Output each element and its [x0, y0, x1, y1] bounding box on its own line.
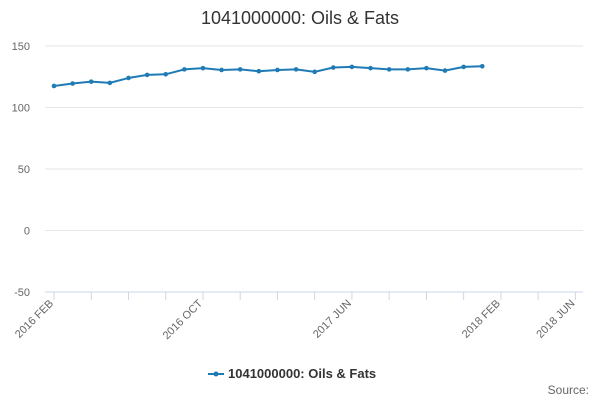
y-tick-label: 100 — [12, 103, 30, 115]
data-point[interactable] — [51, 83, 57, 89]
x-axis: 2016 FEB 2016 OCT 2017 JUN 2018 FEB 2018 JUN — [13, 291, 583, 342]
y-tick-label: 50 — [18, 164, 30, 176]
data-point[interactable] — [144, 72, 150, 78]
y-tick-label: 150 — [12, 41, 30, 53]
data-point[interactable] — [368, 65, 373, 71]
source-label: Source: — [548, 383, 589, 397]
data-point[interactable] — [70, 81, 75, 86]
data-point[interactable] — [349, 64, 355, 70]
data-point[interactable] — [163, 71, 169, 77]
chart-title: 1041000000: Oils & Fats — [201, 8, 399, 28]
data-point[interactable] — [256, 68, 262, 74]
data-point[interactable] — [88, 79, 94, 84]
data-point[interactable] — [275, 67, 280, 73]
data-point[interactable] — [386, 67, 392, 72]
data-point[interactable] — [479, 63, 485, 69]
y-tick-label: 0 — [24, 226, 30, 238]
data-point[interactable] — [200, 65, 206, 71]
y-tick-label: -50 — [14, 287, 30, 299]
y-axis-tick-labels: -50 0 50 100 150 — [12, 41, 30, 299]
data-point[interactable] — [442, 68, 448, 73]
legend-label[interactable]: 1041000000: Oils & Fats — [228, 366, 376, 381]
data-point[interactable] — [293, 67, 299, 72]
data-point[interactable] — [219, 67, 224, 73]
data-point[interactable] — [331, 65, 336, 70]
x-tick-label: 2018 JUN — [534, 298, 577, 341]
data-point[interactable] — [107, 80, 113, 86]
series-group — [51, 63, 485, 89]
legend[interactable]: 1041000000: Oils & Fats — [208, 366, 376, 381]
data-point[interactable] — [182, 67, 187, 72]
data-point[interactable] — [424, 65, 429, 71]
x-tick-label: 2016 FEB — [13, 298, 56, 341]
grid-lines — [45, 45, 583, 293]
x-tick-label: 2017 JUN — [311, 298, 354, 341]
data-point[interactable] — [461, 64, 466, 70]
legend-marker-swatch — [213, 371, 219, 377]
x-tick-label: 2016 OCT — [161, 297, 206, 342]
series-line — [53, 65, 483, 87]
data-point[interactable] — [237, 67, 243, 72]
data-point[interactable] — [126, 75, 131, 81]
x-tick-label: 2018 FEB — [460, 298, 503, 341]
data-point[interactable] — [405, 67, 411, 72]
data-point[interactable] — [312, 69, 317, 75]
